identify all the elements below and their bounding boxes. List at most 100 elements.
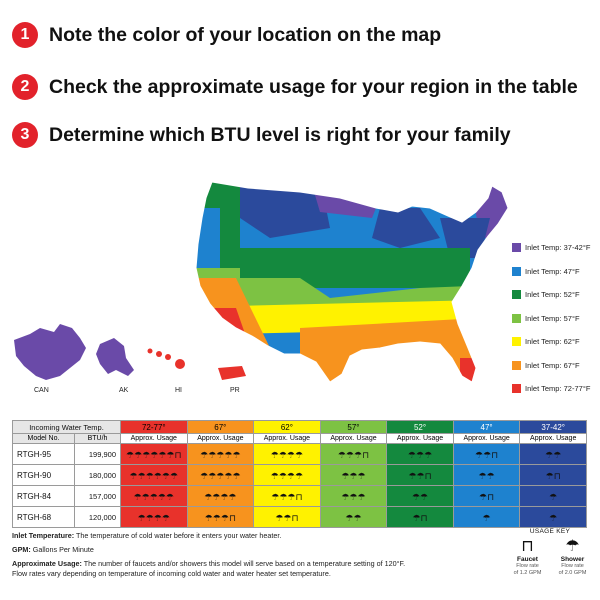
shower-icon: ☂: [142, 450, 151, 460]
approx-usage-label: Approx. Usage: [186, 433, 255, 444]
shower-icon: ☂: [133, 492, 142, 502]
legend-item: Inlet Temp: 72-77°F: [512, 377, 590, 401]
note-inlet-label: Inlet Temperature:: [12, 531, 75, 540]
us-map-graphic: [14, 181, 509, 383]
footnotes: Inlet Temperature: The temperature of co…: [12, 531, 492, 579]
shower-icon: ☂: [357, 471, 366, 481]
shower-icon: ☂: [166, 450, 175, 460]
shower-icon: ☂: [349, 492, 358, 502]
shower-icon: ☂: [357, 492, 366, 502]
map-legend: Inlet Temp: 37-42°F Inlet Temp: 47°F Inl…: [512, 236, 590, 401]
shower-icon: ☂: [153, 471, 162, 481]
shower-icon: ☂: [200, 450, 209, 460]
approx-usage-label: Approx. Usage: [253, 433, 321, 444]
shower-icon: ☂: [294, 471, 304, 481]
legend-label: Inlet Temp: 37-42°F: [525, 243, 591, 253]
shower-icon: ☂: [141, 492, 150, 502]
usage-cell: ☂☂☂☂: [253, 443, 321, 465]
legend-item: Inlet Temp: 57°F: [512, 307, 590, 331]
usage-cell: ☂☂☂: [386, 443, 454, 465]
shower-icon: ☂: [549, 492, 558, 502]
shower-icon: ☂: [145, 513, 154, 523]
usage-cell: ☂: [519, 506, 587, 528]
btu-label: BTU/h: [74, 433, 121, 444]
legend-label: Inlet Temp: 62°F: [525, 337, 580, 347]
shower-icon: ☂: [353, 513, 362, 523]
faucet-icon: ⊓: [291, 513, 299, 523]
note-usage: Approximate Usage: The number of faucets…: [12, 559, 492, 569]
temp-col-head: 37-42°: [519, 420, 587, 434]
shower-icon: ☂: [161, 513, 170, 523]
shower-icon: ☂: [200, 471, 209, 481]
shower-icon: ☂: [478, 471, 487, 481]
step-1: 1 Note the color of your location on the…: [12, 22, 441, 48]
shower-icon: ☂: [286, 450, 295, 460]
shower-icon: ☂: [129, 471, 138, 481]
legend-item: Inlet Temp: 47°F: [512, 260, 590, 284]
usage-cell: ☂☂☂⊓: [253, 485, 321, 507]
usage-cell: ☂☂☂☂☂: [120, 485, 188, 507]
shower-icon: ☂: [216, 450, 225, 460]
approx-usage-label: Approx. Usage: [452, 433, 521, 444]
model-number: RTGH-68: [12, 506, 75, 528]
btu-value: 180,000: [74, 464, 121, 486]
note-gpm-text: Gallons Per Minute: [30, 545, 94, 554]
shower-icon: ☂: [153, 513, 162, 523]
sub-header-row: Model No. BTU/h Approx. Usage Approx. Us…: [12, 433, 587, 444]
shower-icon: ☂: [204, 513, 213, 523]
usage-key-title: USAGE KEY: [529, 528, 571, 535]
shower-icon: ☂: [279, 492, 288, 502]
shower-icon: ☂: [483, 450, 492, 460]
legend-swatch: [512, 266, 521, 276]
note-inlet: Inlet Temperature: The temperature of co…: [12, 531, 492, 541]
legend-swatch: [512, 313, 521, 323]
shower-icon: ☂: [545, 450, 554, 460]
btu-value: 157,000: [74, 485, 121, 507]
btu-value: 199,900: [74, 443, 121, 465]
shower-icon: ☂: [545, 471, 554, 481]
note-gpm-label: GPM:: [12, 545, 31, 554]
legend-swatch: [512, 290, 521, 300]
model-number: RTGH-84: [12, 485, 75, 507]
shower-icon: ☂: [161, 471, 170, 481]
usage-cell: ☂☂☂☂: [186, 485, 255, 507]
step-2: 2 Check the approximate usage for your r…: [12, 74, 578, 100]
usage-table: Incoming Water Temp. 72-77° 67° 62° 57° …: [12, 420, 587, 528]
shower-icon: ☂: [345, 450, 354, 460]
shower-icon: ☂: [220, 513, 229, 523]
shower-icon: ☂: [475, 450, 484, 460]
faucet-icon: ⊓: [521, 538, 534, 555]
shower-icon: ☂: [157, 492, 166, 502]
shower-icon: ☂: [137, 513, 146, 523]
legend-label: Inlet Temp: 67°F: [525, 360, 580, 370]
usage-key: USAGE KEY ⊓ Faucet Flow rate of 1.2 GPM …: [505, 528, 595, 577]
temp-col-head: 72-77°: [120, 420, 188, 434]
note-usage-2: Flow rates vary depending on temperature…: [12, 569, 331, 578]
shower-icon: ☂: [549, 513, 558, 523]
usage-cell: ☂☂: [519, 443, 587, 465]
shower-icon: ☂: [145, 471, 154, 481]
shower-icon: ☂: [208, 450, 217, 460]
shower-icon: ☂: [158, 450, 167, 460]
key-shower: ☂ Shower Flow rate of 2.0 GPM: [552, 538, 594, 577]
map-label-hi: HI: [175, 387, 182, 394]
model-no-label: Model No.: [12, 433, 75, 444]
legend-item: Inlet Temp: 52°F: [512, 283, 590, 307]
usage-cell: ☂⊓: [519, 464, 587, 486]
note-inlet-text: The temperature of cold water before it …: [74, 531, 282, 540]
shower-icon: ☂: [337, 450, 346, 460]
legend-label: Inlet Temp: 72-77°F: [525, 384, 591, 394]
legend-swatch: [512, 243, 521, 253]
step-number-2: 2: [12, 74, 38, 100]
shower-icon: ☂: [294, 450, 304, 460]
faucet-icon: ⊓: [362, 450, 370, 460]
btu-value: 120,000: [74, 506, 121, 528]
faucet-icon: ⊓: [491, 450, 499, 460]
temp-col-head: 47°: [452, 420, 521, 434]
shower-icon: ☂: [224, 450, 233, 460]
shower-icon: ☂: [278, 450, 287, 460]
shower-icon: ☂: [212, 492, 221, 502]
shower-icon: ☂: [411, 492, 421, 502]
shower-icon: ☂: [345, 513, 354, 523]
shower-icon: ☂: [232, 450, 241, 460]
